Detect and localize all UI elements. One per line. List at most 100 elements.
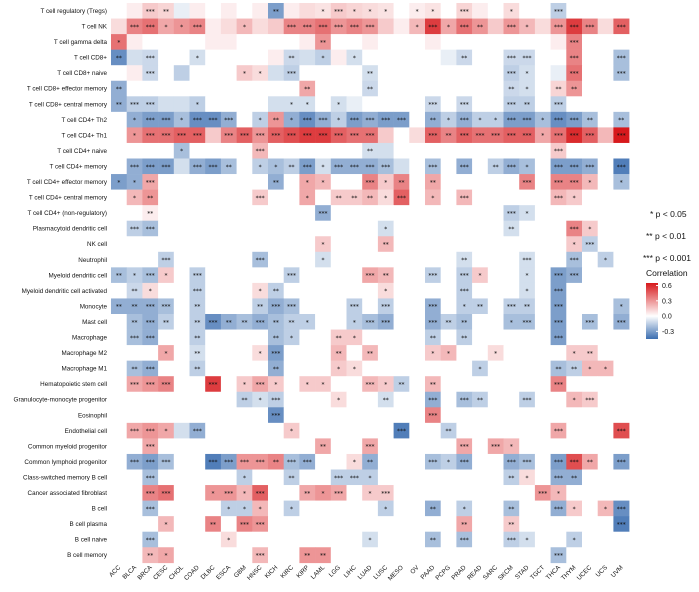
significance-star: *** <box>224 459 233 466</box>
significance-star: *** <box>256 490 265 497</box>
heatmap-cell <box>425 220 441 237</box>
heatmap-cell <box>440 65 457 82</box>
significance-star: ** <box>273 459 279 466</box>
row-label: Monocyte <box>80 303 108 310</box>
significance-star: *** <box>523 55 532 62</box>
heatmap-cell <box>566 158 583 175</box>
heatmap-cell <box>597 111 614 128</box>
heatmap-cell <box>440 531 457 548</box>
significance-star: *** <box>428 459 437 466</box>
significance-star: * <box>243 475 246 482</box>
heatmap-cell <box>425 376 441 393</box>
heatmap-cell <box>613 189 630 206</box>
heatmap-cell <box>362 469 379 486</box>
heatmap-cell <box>330 96 347 113</box>
significance-star: *** <box>350 475 359 482</box>
heatmap-cell <box>236 142 253 159</box>
heatmap-cell <box>268 531 284 548</box>
significance-star: ** <box>273 366 279 373</box>
heatmap-cell <box>534 469 551 486</box>
heatmap-cell <box>597 500 614 517</box>
heatmap-cell <box>189 469 206 486</box>
row-label: B cell memory <box>67 552 108 559</box>
significance-star: *** <box>523 257 532 264</box>
heatmap-cell <box>142 251 159 268</box>
heatmap-cell <box>393 282 410 299</box>
heatmap-cell <box>425 298 441 315</box>
heatmap-cell <box>534 174 551 190</box>
heatmap-cell <box>205 236 222 253</box>
heatmap-cell <box>126 469 143 486</box>
heatmap-cell <box>503 469 520 486</box>
heatmap-cell <box>534 236 551 253</box>
heatmap-cell <box>142 282 159 299</box>
heatmap-cell <box>330 80 347 97</box>
heatmap-cell <box>487 236 504 253</box>
heatmap-cell <box>299 345 316 361</box>
heatmap-cell <box>330 485 347 501</box>
heatmap-cell <box>362 485 379 501</box>
significance-star: ** <box>461 257 467 264</box>
heatmap-cell <box>582 18 598 35</box>
heatmap-cell <box>409 142 426 159</box>
heatmap-cell <box>111 438 127 455</box>
significance-star: *** <box>507 210 516 217</box>
heatmap-cell <box>220 236 237 253</box>
significance-star: ** <box>116 55 122 62</box>
heatmap-cell <box>362 111 379 128</box>
heatmap-cell <box>377 500 394 517</box>
heatmap-cell <box>456 174 473 190</box>
heatmap-cell <box>409 49 426 66</box>
heatmap-cell <box>346 65 363 82</box>
heatmap-cell <box>173 453 190 470</box>
significance-star: ** <box>226 164 232 171</box>
significance-star: *** <box>146 335 155 342</box>
heatmap-cell <box>315 422 332 439</box>
heatmap-cell <box>362 127 379 144</box>
significance-star: ** <box>571 86 577 93</box>
heatmap-cell <box>142 438 159 455</box>
significance-star: *** <box>460 288 469 295</box>
significance-star: * <box>337 397 340 404</box>
significance-star: ** <box>367 350 373 357</box>
heatmap-cell <box>268 236 284 253</box>
heatmap-cell <box>456 251 473 268</box>
significance-star: *** <box>381 490 390 497</box>
significance-star: ** <box>477 304 483 311</box>
significance-star: * <box>353 366 356 373</box>
heatmap-cell <box>534 314 551 330</box>
heatmap-cell <box>189 282 206 299</box>
heatmap-cell <box>236 127 253 144</box>
row-label: T cell gamma delta <box>54 39 108 46</box>
heatmap-cell <box>534 329 551 346</box>
heatmap-cell <box>346 360 363 377</box>
heatmap-cell <box>189 531 206 548</box>
significance-star: ** <box>587 459 593 466</box>
significance-star: ** <box>446 428 452 435</box>
significance-star: * <box>164 521 167 528</box>
heatmap-cell <box>315 34 332 50</box>
significance-star: * <box>212 490 215 497</box>
heatmap-cell <box>393 407 410 424</box>
heatmap-cell <box>252 65 269 82</box>
significance-star: *** <box>130 24 139 31</box>
heatmap-cell <box>440 189 457 206</box>
heatmap-cell <box>472 3 489 19</box>
heatmap-cell <box>236 251 253 268</box>
heatmap-cell <box>142 516 159 532</box>
heatmap-cell <box>189 314 206 330</box>
significance-star: ** <box>289 319 295 326</box>
heatmap-cell <box>252 360 269 377</box>
heatmap-cell <box>283 391 300 408</box>
heatmap-cell <box>613 329 630 346</box>
heatmap-cell <box>377 127 394 144</box>
heatmap-cell <box>236 485 253 501</box>
heatmap-cell <box>472 391 489 408</box>
heatmap-cell <box>252 80 269 97</box>
heatmap-cell <box>566 3 583 19</box>
row-label: Mast cell <box>82 319 107 326</box>
heatmap-cell <box>440 49 457 66</box>
row-label: T cell CD8+ <box>74 55 107 62</box>
heatmap-cell <box>503 174 520 190</box>
heatmap-cell <box>158 298 175 315</box>
